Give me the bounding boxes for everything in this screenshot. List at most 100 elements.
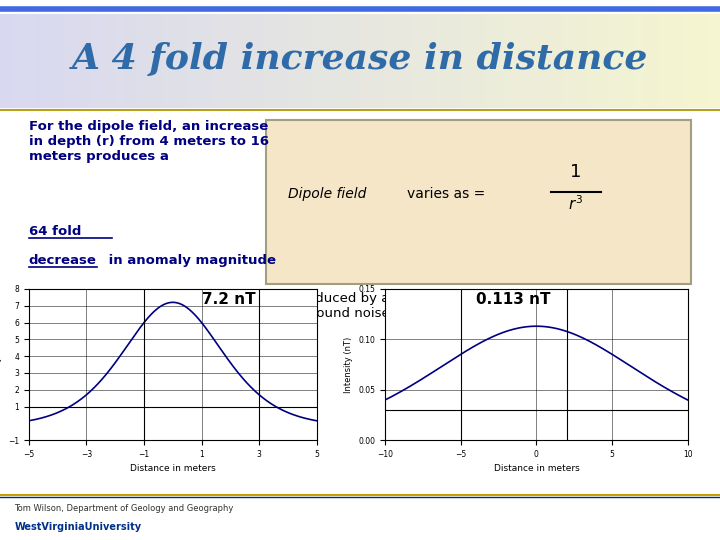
Bar (479, 14, 482, 108)
Bar (284, 14, 288, 108)
Bar (263, 14, 266, 108)
Bar (601, 14, 605, 108)
Text: 1: 1 (570, 163, 582, 181)
Bar (461, 14, 464, 108)
Bar (450, 14, 454, 108)
Bar (270, 14, 274, 108)
Bar (468, 14, 472, 108)
Bar (637, 14, 641, 108)
Bar (475, 14, 479, 108)
Bar (673, 14, 677, 108)
Bar (256, 14, 259, 108)
Bar (86, 14, 90, 108)
Bar (684, 14, 688, 108)
Bar (173, 14, 176, 108)
Bar (490, 14, 493, 108)
Bar (0, 14, 4, 108)
Bar (551, 14, 554, 108)
Bar (392, 14, 396, 108)
Bar (497, 14, 500, 108)
Bar (119, 14, 122, 108)
Bar (594, 14, 598, 108)
Bar (176, 14, 180, 108)
Bar (338, 14, 342, 108)
Bar (648, 14, 652, 108)
Bar (544, 14, 547, 108)
Bar (493, 14, 497, 108)
Bar (151, 14, 155, 108)
Bar (691, 14, 695, 108)
Bar (612, 14, 616, 108)
Bar (565, 14, 569, 108)
Bar (169, 14, 173, 108)
Bar (122, 14, 126, 108)
Bar (25, 14, 29, 108)
Bar (439, 14, 443, 108)
Bar (580, 14, 583, 108)
Bar (522, 14, 526, 108)
Bar (112, 14, 115, 108)
Bar (198, 14, 202, 108)
Bar (335, 14, 338, 108)
Bar (61, 14, 65, 108)
Bar (313, 14, 317, 108)
Bar (680, 14, 684, 108)
Bar (500, 14, 504, 108)
Bar (562, 14, 565, 108)
Bar (360, 14, 364, 108)
Text: varies as =: varies as = (407, 187, 485, 201)
Bar (623, 14, 626, 108)
Bar (356, 14, 360, 108)
Bar (306, 14, 310, 108)
Bar (194, 14, 198, 108)
Bar (148, 14, 151, 108)
Bar (54, 14, 58, 108)
FancyBboxPatch shape (266, 119, 691, 285)
Bar (655, 14, 659, 108)
Bar (371, 14, 374, 108)
Bar (518, 14, 522, 108)
Bar (396, 14, 400, 108)
Bar (464, 14, 468, 108)
Bar (320, 14, 324, 108)
Bar (626, 14, 630, 108)
Text: 7.2 nT: 7.2 nT (202, 292, 255, 307)
Bar (590, 14, 594, 108)
Bar (630, 14, 634, 108)
Bar (266, 14, 270, 108)
X-axis label: Distance in meters: Distance in meters (493, 464, 580, 474)
Bar (79, 14, 83, 108)
Bar (158, 14, 162, 108)
Bar (29, 14, 32, 108)
Bar (180, 14, 184, 108)
Bar (716, 14, 720, 108)
Bar (22, 14, 25, 108)
Text: 64 fold: 64 fold (29, 225, 81, 238)
Bar (608, 14, 612, 108)
Bar (137, 14, 140, 108)
Bar (101, 14, 104, 108)
Bar (115, 14, 119, 108)
Bar (572, 14, 576, 108)
Bar (155, 14, 158, 108)
Bar (407, 14, 410, 108)
Bar (558, 14, 562, 108)
Bar (245, 14, 248, 108)
Bar (677, 14, 680, 108)
Bar (385, 14, 389, 108)
Bar (18, 14, 22, 108)
Bar (587, 14, 590, 108)
Bar (234, 14, 238, 108)
Text: WestVirginiaUniversity: WestVirginiaUniversity (14, 522, 142, 531)
Bar (583, 14, 587, 108)
Text: Tom Wilson, Department of Geology and Geography: Tom Wilson, Department of Geology and Ge… (14, 503, 234, 512)
Bar (58, 14, 61, 108)
Text: $r^3$: $r^3$ (569, 194, 583, 213)
Y-axis label: Intensity (nT): Intensity (nT) (0, 336, 2, 393)
Bar (216, 14, 220, 108)
Bar (126, 14, 130, 108)
Bar (108, 14, 112, 108)
Text: Dipole field: Dipole field (288, 187, 366, 201)
Y-axis label: Intensity (nT): Intensity (nT) (344, 336, 353, 393)
Bar (184, 14, 187, 108)
